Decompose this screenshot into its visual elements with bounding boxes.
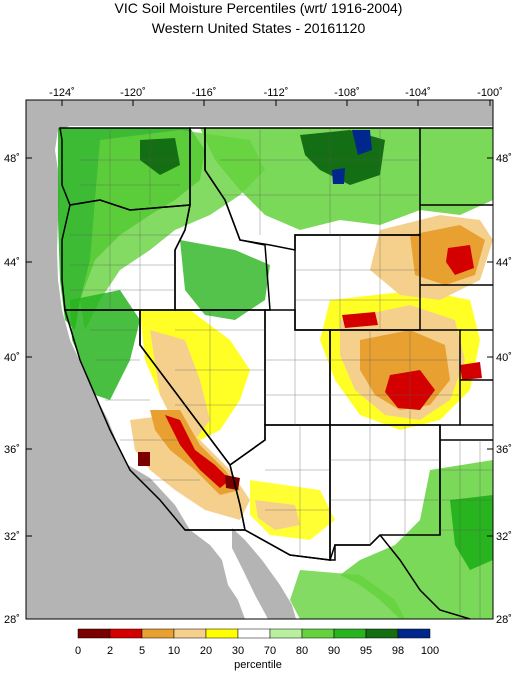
lat-tick-label: 44˚ [4, 257, 20, 269]
legend-break-label: 100 [421, 645, 439, 657]
saturated-spot-2 [332, 168, 345, 184]
legend-break-label: 70 [264, 645, 276, 657]
legend-break-label: 5 [139, 645, 145, 657]
lat-ticks [26, 157, 493, 620]
legend-swatch [173, 628, 207, 639]
saturated-spot [352, 130, 372, 155]
legend-break-label: 30 [232, 645, 244, 657]
legend-labels: 0 2 5 10 20 30 70 80 90 95 98 100 [75, 645, 439, 657]
lat-tick-label: 36˚ [496, 444, 512, 456]
pacific-ocean [26, 100, 245, 619]
lat-tick-label: 28˚ [4, 614, 20, 626]
border-texas [379, 425, 493, 620]
dry-spot-socal [138, 452, 150, 466]
map-frame [25, 99, 494, 620]
lat-tick-label: 48˚ [496, 153, 512, 165]
wet-region-mexico [290, 570, 405, 619]
map-title: VIC Soil Moisture Percentiles (wrt/ 1916… [114, 0, 403, 16]
legend-break-label: 98 [392, 645, 404, 657]
lat-tick-label: 44˚ [496, 257, 512, 269]
lon-tick-label: -104˚ [405, 87, 431, 99]
lon-tick-label: -124˚ [49, 87, 75, 99]
lat-tick-label: 32˚ [496, 531, 512, 543]
lat-tick-label: 40˚ [4, 352, 20, 364]
legend-swatch [365, 628, 399, 639]
legend: 0 2 5 10 20 30 70 80 90 95 98 100 percentile [75, 628, 439, 671]
wet-region-idaho [180, 240, 270, 320]
legend-swatch [333, 628, 367, 639]
legend-swatches [77, 628, 431, 639]
wet-region-pnw-light [80, 130, 265, 330]
legend-break-label: 0 [75, 645, 81, 657]
legend-break-label: 90 [328, 645, 340, 657]
legend-break-label: 80 [296, 645, 308, 657]
border-plains [420, 127, 493, 426]
legend-break-label: 2 [107, 645, 113, 657]
lon-ticks [61, 100, 491, 106]
lat-tick-label: 48˚ [4, 153, 20, 165]
dry-spot-wyoming [342, 312, 378, 328]
state-borders [59, 127, 493, 620]
legend-swatch [269, 628, 303, 639]
map-subtitle: Western United States - 20161120 [151, 20, 366, 36]
canada-area [26, 100, 493, 126]
wet-region-norcal [70, 290, 140, 400]
lon-tick-label: -116˚ [192, 87, 217, 99]
lon-tick-label: -112˚ [264, 87, 289, 99]
legend-break-label: 20 [200, 645, 212, 657]
legend-break-label: 95 [360, 645, 372, 657]
lon-tick-label: -100˚ [477, 87, 503, 99]
dry-spot-co-east [460, 362, 482, 380]
dry-region-wyoming-red [446, 245, 474, 275]
lat-tick-label: 32˚ [4, 531, 20, 543]
gulf-of-california [232, 528, 296, 619]
border-montana [204, 127, 421, 251]
dry-region-nevada-tan [150, 330, 210, 440]
legend-swatch [237, 628, 271, 639]
lat-tick-labels-right: 48˚ 44˚ 40˚ 36˚ 32˚ 28˚ [496, 153, 512, 626]
legend-swatch [77, 628, 111, 639]
lon-tick-labels: -124˚ -120˚ -116˚ -112˚ -108˚ -104˚ -100… [49, 87, 503, 99]
lon-tick-label: -120˚ [120, 87, 146, 99]
legend-swatch [205, 628, 239, 639]
wet-region-texas-dark [450, 495, 493, 570]
legend-swatch [141, 628, 175, 639]
lat-tick-labels-left: 48˚ 44˚ 40˚ 36˚ 32˚ 28˚ [4, 153, 20, 626]
dry-spot-socal-2 [225, 475, 240, 490]
legend-label: percentile [234, 659, 282, 671]
lat-tick-label: 28˚ [496, 614, 512, 626]
legend-break-label: 10 [168, 645, 180, 657]
dry-region-arizona-tan [255, 500, 300, 530]
lat-tick-label: 36˚ [4, 444, 20, 456]
lon-tick-label: -108˚ [334, 87, 360, 99]
legend-swatch [301, 628, 335, 639]
dry-region-socal-red [165, 415, 230, 488]
lat-tick-label: 40˚ [496, 352, 512, 364]
legend-swatch [109, 628, 143, 639]
county-lines [70, 128, 493, 619]
legend-swatch [397, 628, 431, 639]
